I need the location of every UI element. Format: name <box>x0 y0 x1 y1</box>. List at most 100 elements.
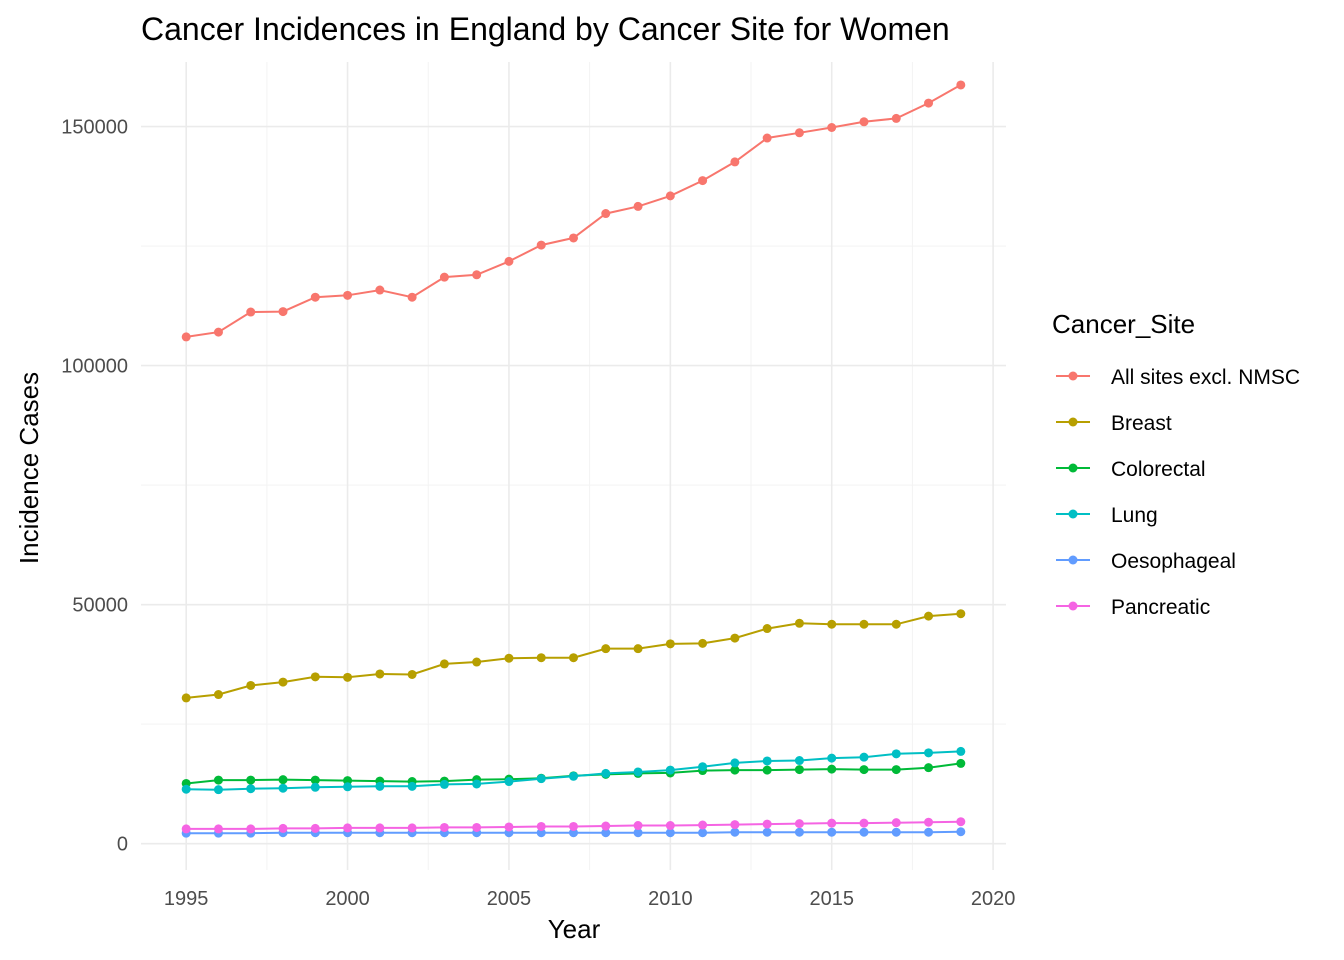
data-point-all-sites-excl-nmsc <box>956 80 966 90</box>
data-point-breast <box>504 653 514 663</box>
data-point-pancreatic <box>956 817 966 827</box>
series-pancreatic <box>181 817 966 834</box>
legend-key-point <box>1068 509 1078 519</box>
data-point-pancreatic <box>472 822 482 832</box>
data-point-pancreatic <box>859 818 869 828</box>
legend: Cancer_Site All sites excl. NMSC Breast Co… <box>1052 309 1300 619</box>
data-point-breast <box>924 611 934 621</box>
data-point-oesophageal <box>924 827 934 837</box>
data-point-oesophageal <box>794 827 804 837</box>
data-point-breast <box>698 638 708 648</box>
data-point-all-sites-excl-nmsc <box>375 285 385 295</box>
data-point-breast <box>827 619 837 629</box>
data-point-all-sites-excl-nmsc <box>633 201 643 211</box>
data-point-pancreatic <box>665 821 675 831</box>
series-line-lung <box>186 750 961 791</box>
data-point-all-sites-excl-nmsc <box>730 157 740 167</box>
data-point-lung <box>569 771 578 781</box>
data-point-pancreatic <box>924 817 934 827</box>
x-tick-label: 2000 <box>325 888 370 910</box>
data-point-lung <box>343 782 353 792</box>
data-point-lung <box>439 779 449 789</box>
series-layer <box>181 80 966 838</box>
data-point-pancreatic <box>569 821 578 831</box>
x-axis-ticks: 1995 2000 2005 2010 2015 2020 <box>164 888 1015 910</box>
data-point-all-sites-excl-nmsc <box>665 191 675 201</box>
data-point-breast <box>730 633 740 643</box>
data-point-lung <box>310 782 320 792</box>
data-point-all-sites-excl-nmsc <box>924 98 934 108</box>
data-point-pancreatic <box>633 821 643 831</box>
data-point-all-sites-excl-nmsc <box>827 123 837 133</box>
data-point-all-sites-excl-nmsc <box>343 290 353 300</box>
data-point-breast <box>310 672 320 682</box>
data-point-colorectal <box>310 775 320 785</box>
legend-key-point <box>1068 417 1078 427</box>
y-tick-label: 150000 <box>61 117 128 139</box>
data-point-lung <box>181 784 191 794</box>
data-point-all-sites-excl-nmsc <box>504 256 514 266</box>
data-point-colorectal <box>891 765 901 775</box>
series-oesophageal <box>181 827 966 838</box>
data-point-colorectal <box>924 763 934 773</box>
legend-item: Oesophageal <box>1056 550 1236 573</box>
data-point-breast <box>665 639 675 649</box>
data-point-lung <box>794 756 804 766</box>
data-point-lung <box>407 781 417 791</box>
x-tick-label: 2015 <box>809 888 854 910</box>
data-point-oesophageal <box>569 828 578 838</box>
y-tick-label: 50000 <box>72 595 128 617</box>
data-point-breast <box>601 644 611 654</box>
data-point-breast <box>956 609 966 619</box>
data-point-colorectal <box>827 764 837 774</box>
legend-key-point <box>1068 555 1078 565</box>
data-point-colorectal <box>278 775 288 785</box>
legend-key-point <box>1068 463 1078 473</box>
data-point-all-sites-excl-nmsc <box>246 307 256 317</box>
data-point-oesophageal <box>859 827 869 837</box>
data-point-pancreatic <box>698 820 708 830</box>
legend-label: Pancreatic <box>1111 596 1210 619</box>
series-all-sites-excl-nmsc <box>181 80 966 342</box>
data-point-lung <box>730 758 740 768</box>
y-axis-title: Incidence Cases <box>14 372 44 564</box>
data-point-all-sites-excl-nmsc <box>310 292 320 302</box>
x-tick-label: 2010 <box>648 888 693 910</box>
data-point-oesophageal <box>536 828 546 838</box>
data-point-oesophageal <box>665 828 675 838</box>
data-point-all-sites-excl-nmsc <box>569 233 578 243</box>
data-point-colorectal <box>246 775 256 785</box>
data-point-colorectal <box>794 765 804 775</box>
y-tick-label: 100000 <box>61 356 128 378</box>
legend-item: Colorectal <box>1056 458 1206 481</box>
data-point-breast <box>569 653 578 663</box>
data-point-pancreatic <box>536 821 546 831</box>
data-point-breast <box>859 619 869 629</box>
data-point-pancreatic <box>278 823 288 833</box>
data-point-all-sites-excl-nmsc <box>181 332 191 342</box>
data-point-breast <box>213 690 223 700</box>
data-point-breast <box>343 672 353 682</box>
data-point-pancreatic <box>439 822 449 832</box>
data-point-pancreatic <box>375 823 385 833</box>
grid <box>141 62 1006 870</box>
data-point-lung <box>536 774 546 784</box>
data-point-lung <box>956 746 966 756</box>
data-point-all-sites-excl-nmsc <box>601 209 611 219</box>
data-point-pancreatic <box>794 819 804 829</box>
data-point-breast <box>472 657 482 667</box>
data-point-oesophageal <box>601 828 611 838</box>
data-point-all-sites-excl-nmsc <box>213 327 223 337</box>
data-point-oesophageal <box>730 827 740 837</box>
data-point-lung <box>762 756 772 766</box>
legend-item: All sites excl. NMSC <box>1056 366 1300 389</box>
data-point-breast <box>246 680 256 690</box>
data-point-colorectal <box>343 776 353 786</box>
data-point-breast <box>536 653 546 663</box>
data-point-pancreatic <box>343 823 353 833</box>
plot-area <box>141 62 1006 870</box>
data-point-colorectal <box>730 765 740 775</box>
legend-label: Oesophageal <box>1111 550 1236 573</box>
data-point-pancreatic <box>310 823 320 833</box>
